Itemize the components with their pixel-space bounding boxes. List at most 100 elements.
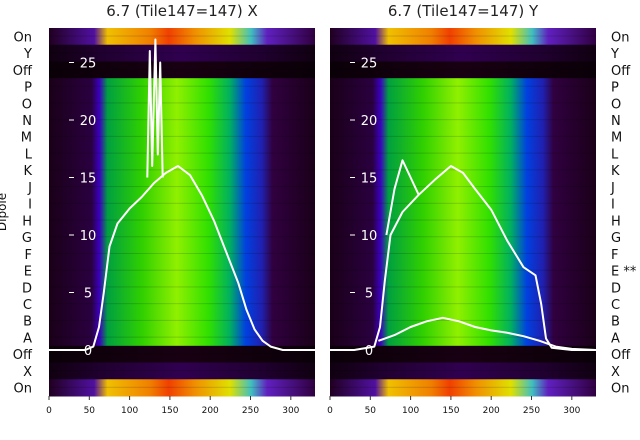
row-label: P	[24, 81, 32, 96]
heatmap-row-stripe	[49, 119, 315, 121]
heatmap-row-d	[330, 278, 596, 297]
row-label: K	[611, 164, 620, 179]
x-tick-label: 300	[282, 406, 299, 416]
heatmap-row-h	[49, 212, 315, 230]
heatmap-row-b	[49, 312, 315, 330]
heatmap-row-off	[49, 345, 315, 364]
heatmap-row-y	[49, 44, 315, 62]
overlay-y-tick-label: 0	[365, 344, 373, 359]
heatmap-row-stripe	[49, 319, 315, 321]
row-label: On	[14, 30, 32, 45]
row-label: N	[22, 114, 32, 129]
row-label: Off	[611, 64, 631, 79]
row-label: K	[23, 164, 32, 179]
heatmap-row-m	[330, 128, 596, 146]
heatmap-row-n	[49, 111, 315, 129]
row-label: D	[611, 281, 621, 296]
row-label: G	[22, 231, 32, 246]
heatmap-row-g	[49, 228, 315, 246]
heatmap-row-m	[49, 128, 315, 146]
row-label: P	[611, 81, 619, 96]
x-tick-label: 200	[202, 406, 219, 416]
x-tick-label: 50	[365, 406, 377, 416]
row-label: X	[611, 365, 620, 380]
x-tick-label: 250	[242, 406, 259, 416]
heatmap-row-stripe	[330, 202, 596, 204]
x-tick-label: 300	[563, 406, 580, 416]
y-axis-label: Dipole	[0, 193, 9, 231]
row-label: Off	[13, 64, 33, 79]
heatmap-row-stripe	[330, 303, 596, 305]
heatmap-row-stripe	[330, 219, 596, 221]
heatmap-row-stripe	[330, 85, 596, 87]
row-label: F	[25, 248, 32, 263]
heatmap-row-x	[330, 362, 596, 380]
heatmap-row-k	[49, 161, 315, 180]
heatmap-row-stripe	[49, 219, 315, 221]
heatmap-row-stripe	[49, 135, 315, 137]
series-line-main	[330, 165, 596, 351]
row-label: F	[611, 248, 618, 263]
heatmap-row-stripe	[49, 102, 315, 104]
overlay-y-tick-label: 10	[80, 229, 97, 244]
heatmap-row-stripe	[49, 186, 315, 188]
row-label: Off	[611, 348, 631, 363]
heatmap-row-stripe	[330, 35, 596, 37]
overlay-y-tick-label: 25	[361, 57, 378, 72]
row-label: Y	[610, 47, 619, 62]
heatmap-row-stripe	[49, 353, 315, 355]
row-label: O	[22, 97, 32, 112]
heatmap-row-f	[49, 245, 315, 263]
overlay-y-tick-label: 5	[365, 287, 373, 302]
heatmap-row-on	[49, 28, 315, 46]
heatmap-row-d	[49, 278, 315, 297]
heatmap-row-h	[330, 212, 596, 230]
heatmap-row-e	[49, 262, 315, 280]
heatmap-row-stripe	[330, 68, 596, 70]
heatmap-row-k	[330, 161, 596, 180]
heatmap-row-o	[330, 94, 596, 113]
heatmap-row-stripe	[49, 85, 315, 87]
row-label: D	[22, 281, 32, 296]
heatmap-row-stripe	[49, 252, 315, 254]
overlay-y-tick-label: 10	[361, 229, 378, 244]
row-label: On	[611, 382, 629, 397]
heatmap-row-stripe	[49, 370, 315, 372]
row-label: N	[611, 114, 621, 129]
chart-title: 6.7 (Tile147=147) Y	[388, 2, 539, 20]
heatmap-row-f	[330, 245, 596, 263]
series-line-spikes	[146, 38, 164, 178]
row-label: Off	[13, 348, 33, 363]
x-tick-label: 0	[46, 406, 52, 416]
heatmap-row-stripe	[330, 252, 596, 254]
heatmap-row-stripe	[330, 52, 596, 54]
x-tick-label: 100	[402, 406, 419, 416]
row-label: J	[27, 181, 32, 196]
heatmap-row-l	[330, 145, 596, 163]
x-tick-label: 200	[483, 406, 500, 416]
heatmap-row-stripe	[330, 386, 596, 388]
heatmap-row-i	[330, 195, 596, 213]
row-label: J	[610, 181, 615, 196]
heatmap-row-stripe	[330, 186, 596, 188]
row-label: I	[611, 198, 615, 213]
overlay-y-tick-label: 20	[361, 114, 378, 129]
heatmap-row-off	[49, 61, 315, 79]
overlay-y-tick-label: 25	[80, 57, 97, 72]
heatmap-row-on	[330, 28, 596, 46]
heatmap-row-o	[49, 94, 315, 113]
row-label: A	[23, 331, 32, 346]
heatmap-row-j	[49, 178, 315, 196]
heatmap-row-stripe	[330, 102, 596, 104]
heatmap-row-stripe	[330, 169, 596, 171]
heatmap-row-x	[49, 362, 315, 380]
heatmap-row-stripe	[330, 135, 596, 137]
heatmap-row-stripe	[330, 119, 596, 121]
heatmap-row-stripe	[49, 152, 315, 154]
overlay-y-tick-label: 15	[361, 172, 378, 187]
row-label: B	[611, 315, 620, 330]
heatmap-row-stripe	[49, 35, 315, 37]
heatmap-row-stripe	[49, 303, 315, 305]
panel-2	[330, 28, 597, 397]
